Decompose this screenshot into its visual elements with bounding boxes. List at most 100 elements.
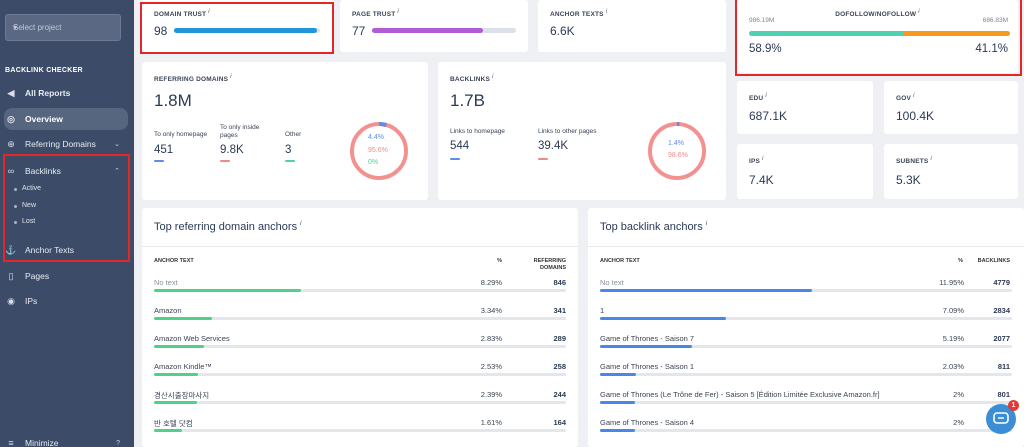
sidebar-subitem-lost[interactable]: Lost <box>13 218 36 225</box>
anchor-percent: 2% <box>953 390 964 399</box>
col-referring-domains: REFERRING DOMAINS <box>533 258 566 271</box>
anchor-text: Amazon Web Services <box>154 334 230 343</box>
top-backlink-anchors-card: Top backlink anchors i ANCHOR TEXT % BACK… <box>588 208 1024 447</box>
edu-value: 687.1K <box>749 109 788 123</box>
donut-label-inside: 95.6% <box>368 147 388 154</box>
sidebar-item-label: Backlinks <box>25 166 61 176</box>
anchor-percent: 11.95% <box>939 278 964 287</box>
sidebar-item-anchor-texts[interactable]: ⚓ Anchor Texts <box>4 239 128 261</box>
anchor-icon: ⚓ <box>5 244 17 255</box>
project-select[interactable]: Select project ▾ <box>5 14 121 41</box>
table-row[interactable]: Amazon Web Services 2.83% 289 <box>142 334 578 362</box>
table-row[interactable]: No text 8.29% 846 <box>142 278 578 306</box>
sidebar: Select project ▾ BACKLINK CHECKER ◀ All … <box>0 0 134 447</box>
table-row[interactable]: 1 7.09% 2834 <box>588 306 1024 334</box>
anchor-text: 1 <box>600 306 605 315</box>
domain-trust-card: DOMAIN TRUST i 98 <box>142 0 334 52</box>
anchor-bar-fill <box>600 317 726 320</box>
ip-icon: ◉ <box>7 295 15 306</box>
ips-label: IPS i <box>749 156 764 166</box>
sidebar-minimize[interactable]: ≡ Minimize ? <box>4 432 128 447</box>
back-arrow-icon: ◀ <box>7 87 15 98</box>
legend-dash-other <box>285 160 295 162</box>
anchor-bar-fill <box>154 345 204 348</box>
anchor-bar <box>600 429 1012 432</box>
legend-dash-inside <box>220 160 230 162</box>
table-row[interactable]: 반 호텔 닷컴 1.61% 164 <box>142 418 578 446</box>
legend-dash-homepage <box>154 160 164 162</box>
anchor-texts-value: 6.6K <box>550 24 575 38</box>
anchor-bar <box>600 345 1012 348</box>
anchor-count: 846 <box>553 278 566 287</box>
sidebar-item-overview[interactable]: ◎ Overview <box>4 108 128 130</box>
sidebar-subitem-active[interactable]: Active <box>13 185 42 192</box>
table-row[interactable]: Amazon 3.34% 341 <box>142 306 578 334</box>
chevron-down-icon: ▾ <box>13 23 18 32</box>
page-trust-bar <box>372 28 516 33</box>
page-icon: ▯ <box>8 270 14 281</box>
stat-label-links-other: Links to other pages <box>538 128 597 135</box>
anchor-bar <box>154 429 566 432</box>
globe-icon: ⊕ <box>7 138 15 149</box>
col-backlinks: BACKLINKS <box>977 258 1010 264</box>
page-trust-card: PAGE TRUST i 77 <box>340 0 528 52</box>
backlinks-donut <box>648 122 706 180</box>
anchor-count: 2077 <box>993 334 1010 343</box>
anchor-text: Game of Thrones - Saison 7 <box>600 334 695 343</box>
sidebar-subitem-new[interactable]: New <box>13 202 37 209</box>
gov-value: 100.4K <box>896 109 935 123</box>
backlinks-card: BACKLINKS i 1.7B Links to homepage 544 Li… <box>438 62 726 200</box>
table-row[interactable]: 경산시출장마사지 2.39% 244 <box>142 390 578 418</box>
table-row[interactable]: Game of Thrones - Saison 42%801 <box>588 418 1024 446</box>
donut-segment-links-homepage <box>648 122 706 180</box>
anchor-percent: 8.29% <box>480 278 502 287</box>
edu-label: EDU i <box>749 93 767 103</box>
anchor-text: Game of Thrones (Le Trône de Fer) - Sais… <box>600 390 880 399</box>
sidebar-item-label: Overview <box>25 114 63 124</box>
sidebar-item-backlinks[interactable]: ∞ Backlinks ⌃ <box>4 160 128 182</box>
chat-badge: 1 <box>1008 400 1019 411</box>
page-trust-label: PAGE TRUST i <box>352 9 399 19</box>
sidebar-item-pages[interactable]: ▯ Pages <box>4 265 128 287</box>
anchor-text: Game of Thrones - Saison 1 <box>600 362 695 371</box>
anchor-percent: 2.53% <box>480 362 502 371</box>
anchor-bar-fill <box>600 373 636 376</box>
gov-card: GOV i 100.4K <box>884 81 1018 134</box>
table-row[interactable]: Game of Thrones - Saison 7 5.19% 2077 <box>588 334 1024 362</box>
anchor-bar <box>600 317 1012 320</box>
chat-button[interactable]: 1 <box>986 400 1019 434</box>
sidebar-item-label: Minimize <box>25 438 59 447</box>
stat-value-links-homepage: 544 <box>450 140 470 152</box>
anchor-count: 289 <box>553 334 566 343</box>
donut-label-links-homepage: 1.4% <box>668 140 684 147</box>
anchor-text: No text <box>600 278 624 287</box>
donut-segment-homepage <box>350 122 408 180</box>
domain-trust-bar-fill <box>174 28 318 33</box>
sidebar-item-all-reports[interactable]: ◀ All Reports <box>4 82 128 104</box>
domain-trust-label: DOMAIN TRUST i <box>154 9 210 19</box>
donut-label-homepage: 4.4% <box>368 134 384 141</box>
anchor-bar <box>600 373 1012 376</box>
highlight-box-dofollow <box>735 0 1022 76</box>
anchor-count: 258 <box>553 362 566 371</box>
table-row[interactable]: Game of Thrones - Saison 1 2.03% 811 <box>588 362 1024 390</box>
anchor-bar-fill <box>154 289 302 292</box>
anchor-count: 801 <box>997 390 1010 399</box>
table-row[interactable]: Game of Thrones (Le Trône de Fer) - Sais… <box>588 390 1024 418</box>
anchor-bar-fill <box>154 401 197 404</box>
table-row[interactable]: Amazon Kindle™ 2.53% 258 <box>142 362 578 390</box>
anchor-texts-label: ANCHOR TEXTS i <box>550 9 608 19</box>
sidebar-item-referring-domains[interactable]: ⊕ Referring Domains ⌄ <box>4 133 128 155</box>
dofollow-label: DOFOLLOW/NOFOLLOW i <box>835 9 920 19</box>
domain-trust-value: 98 <box>154 24 168 38</box>
subnets-value: 5.3K <box>896 173 921 187</box>
referring-domains-label: REFERRING DOMAINS i <box>154 74 232 84</box>
sidebar-item-ips[interactable]: ◉ IPs <box>4 290 128 312</box>
table-row[interactable]: No text 11.95% 4779 <box>588 278 1024 306</box>
col-percent: % <box>958 258 963 264</box>
stat-value-homepage: 451 <box>154 144 174 156</box>
gov-label: GOV i <box>896 93 915 103</box>
anchor-percent: 2% <box>953 418 964 427</box>
backlinks-label: BACKLINKS i <box>450 74 494 84</box>
ips-value: 7.4K <box>749 173 774 187</box>
